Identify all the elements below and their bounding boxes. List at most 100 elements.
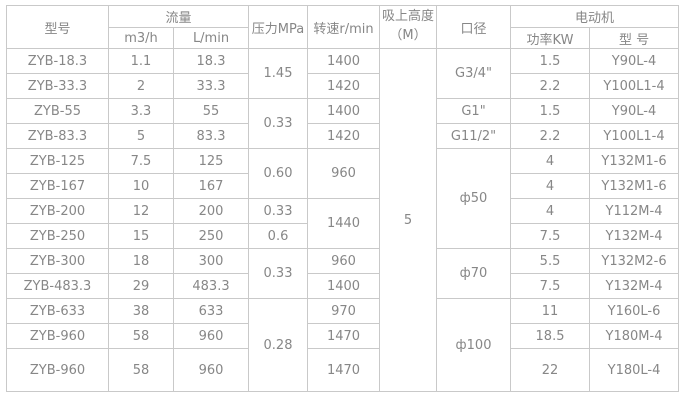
cell-flow-lmin: 483.3 [172, 273, 250, 299]
cell-speed: 1400 [307, 98, 381, 124]
cell-model: ZYB-200 [6, 198, 109, 224]
header-flow-lmin: L/min [172, 27, 250, 49]
cell-flow-m3h: 15 [108, 223, 174, 249]
cell-speed: 1400 [307, 48, 381, 74]
cell-motor-power: 1.5 [510, 48, 591, 74]
cell-flow-m3h: 10 [108, 173, 174, 199]
pump-spec-table-container: 型号 流量 压力MPa 转速r/min 吸上高度 （M） 口径 电动机 m3/h… [6, 5, 680, 392]
cell-flow-m3h: 12 [108, 198, 174, 224]
table-row: ZYB-300 18 300 0.33 960 ф70 5.5 Y132M2-6 [6, 248, 680, 299]
cell-pressure: 1.45 [248, 48, 309, 99]
header-flow-m3h: m3/h [108, 27, 174, 49]
cell-motor-model: Y112M-4 [589, 198, 680, 224]
cell-motor-model: Y180L-4 [589, 348, 680, 392]
cell-model: ZYB-83.3 [6, 123, 109, 149]
cell-suction-height: 5 [379, 48, 438, 392]
cell-motor-model: Y132M-4 [589, 273, 680, 299]
cell-speed: 1420 [307, 73, 381, 99]
cell-motor-model: Y132M2-6 [589, 248, 680, 274]
cell-motor-power: 1.5 [510, 98, 591, 124]
header-flow: 流量 [107, 5, 250, 28]
cell-model: ZYB-960 [6, 348, 109, 392]
cell-motor-model: Y180M-4 [589, 323, 680, 349]
table-row: ZYB-960 58 960 1470 18.5 Y180M-4 [6, 323, 680, 349]
cell-pressure: 0.28 [248, 298, 309, 392]
cell-motor-power: 2.2 [510, 123, 591, 149]
table-row: ZYB-483.3 29 483.3 1400 7.5 Y132M-4 [6, 273, 680, 299]
table-row: ZYB-200 12 200 0.33 1440 4 Y112M-4 [6, 198, 680, 249]
cell-flow-m3h: 18 [108, 248, 174, 274]
cell-flow-lmin: 960 [172, 323, 250, 349]
table-row: ZYB-633 38 633 0.28 970 ф100 11 Y160L-6 [6, 298, 680, 392]
cell-motor-model: Y160L-6 [589, 298, 680, 324]
cell-flow-lmin: 55 [172, 98, 250, 124]
cell-speed: 970 [307, 298, 381, 324]
header-motor: 电动机 [510, 5, 680, 28]
cell-model: ZYB-250 [6, 223, 109, 249]
cell-pressure: 0.6 [248, 223, 309, 249]
cell-model: ZYB-483.3 [6, 273, 109, 299]
cell-model: ZYB-633 [6, 298, 109, 324]
cell-speed: 960 [307, 148, 381, 199]
cell-motor-power: 5.5 [510, 248, 591, 274]
cell-pressure: 0.33 [248, 98, 309, 149]
cell-flow-lmin: 250 [172, 223, 250, 249]
cell-motor-power: 18.5 [510, 323, 591, 349]
cell-flow-m3h: 38 [108, 298, 174, 324]
cell-flow-lmin: 167 [172, 173, 250, 199]
cell-speed: 1470 [307, 348, 381, 392]
cell-flow-lmin: 960 [172, 348, 250, 392]
header-suction-line1: 吸上高度 [382, 9, 435, 25]
cell-motor-model: Y100L1-4 [589, 73, 680, 99]
table-body: ZYB-18.3 1.1 18.3 1.45 1400 5 G3/4" 1.5 … [6, 48, 680, 392]
cell-diameter: G1" [436, 98, 512, 124]
cell-model: ZYB-33.3 [6, 73, 109, 99]
table-row: ZYB-33.3 2 33.3 1420 2.2 Y100L1-4 [6, 73, 680, 99]
cell-model: ZYB-960 [6, 323, 109, 349]
cell-pressure: 0.60 [248, 148, 309, 199]
cell-diameter: ф100 [436, 298, 512, 392]
pump-spec-table: 型号 流量 压力MPa 转速r/min 吸上高度 （M） 口径 电动机 m3/h… [6, 5, 680, 392]
header-motor-power: 功率KW [510, 27, 591, 49]
cell-diameter: G3/4" [436, 48, 512, 99]
cell-motor-model: Y132M1-6 [589, 173, 680, 199]
header-row-1: 型号 流量 压力MPa 转速r/min 吸上高度 （M） 口径 电动机 [6, 5, 680, 49]
cell-flow-lmin: 18.3 [172, 48, 250, 74]
cell-motor-model: Y90L-4 [589, 98, 680, 124]
cell-flow-lmin: 83.3 [172, 123, 250, 149]
cell-motor-power: 4 [510, 198, 591, 224]
table-row: ZYB-18.3 1.1 18.3 1.45 1400 5 G3/4" 1.5 … [6, 48, 680, 392]
cell-motor-power: 4 [510, 148, 591, 174]
cell-speed: 1400 [307, 273, 381, 299]
header-speed: 转速r/min [307, 5, 381, 49]
cell-flow-m3h: 29 [108, 273, 174, 299]
cell-motor-power: 2.2 [510, 73, 591, 99]
cell-flow-m3h: 1.1 [108, 48, 174, 74]
table-header: 型号 流量 压力MPa 转速r/min 吸上高度 （M） 口径 电动机 m3/h… [6, 5, 680, 49]
cell-speed: 960 [307, 248, 381, 274]
cell-speed: 1470 [307, 323, 381, 349]
table-row: ZYB-83.3 5 83.3 1420 G11/2" 2.2 Y100L1-4 [6, 123, 680, 149]
cell-pressure: 0.33 [248, 248, 309, 299]
cell-motor-model: Y132M-4 [589, 223, 680, 249]
cell-motor-power: 7.5 [510, 273, 591, 299]
cell-motor-model: Y90L-4 [589, 48, 680, 74]
cell-model: ZYB-300 [6, 248, 109, 274]
table-row: ZYB-55 3.3 55 0.33 1400 G1" 1.5 Y90L-4 [6, 98, 680, 149]
cell-flow-m3h: 58 [108, 348, 174, 392]
cell-flow-lmin: 33.3 [172, 73, 250, 99]
table-row: ZYB-167 10 167 4 Y132M1-6 [6, 173, 680, 199]
cell-diameter: G11/2" [436, 123, 512, 149]
header-motor-model: 型 号 [589, 27, 680, 49]
cell-flow-lmin: 633 [172, 298, 250, 324]
cell-flow-m3h: 58 [108, 323, 174, 349]
header-pressure: 压力MPa [248, 5, 309, 49]
table-row: ZYB-125 7.5 125 0.60 960 ф50 4 Y132M1-6 [6, 148, 680, 249]
cell-motor-power: 7.5 [510, 223, 591, 249]
cell-flow-m3h: 5 [108, 123, 174, 149]
cell-diameter: ф50 [436, 148, 512, 249]
cell-model: ZYB-125 [6, 148, 109, 174]
cell-motor-model: Y132M1-6 [589, 148, 680, 174]
cell-diameter: ф70 [436, 248, 512, 299]
header-model: 型号 [6, 5, 109, 49]
